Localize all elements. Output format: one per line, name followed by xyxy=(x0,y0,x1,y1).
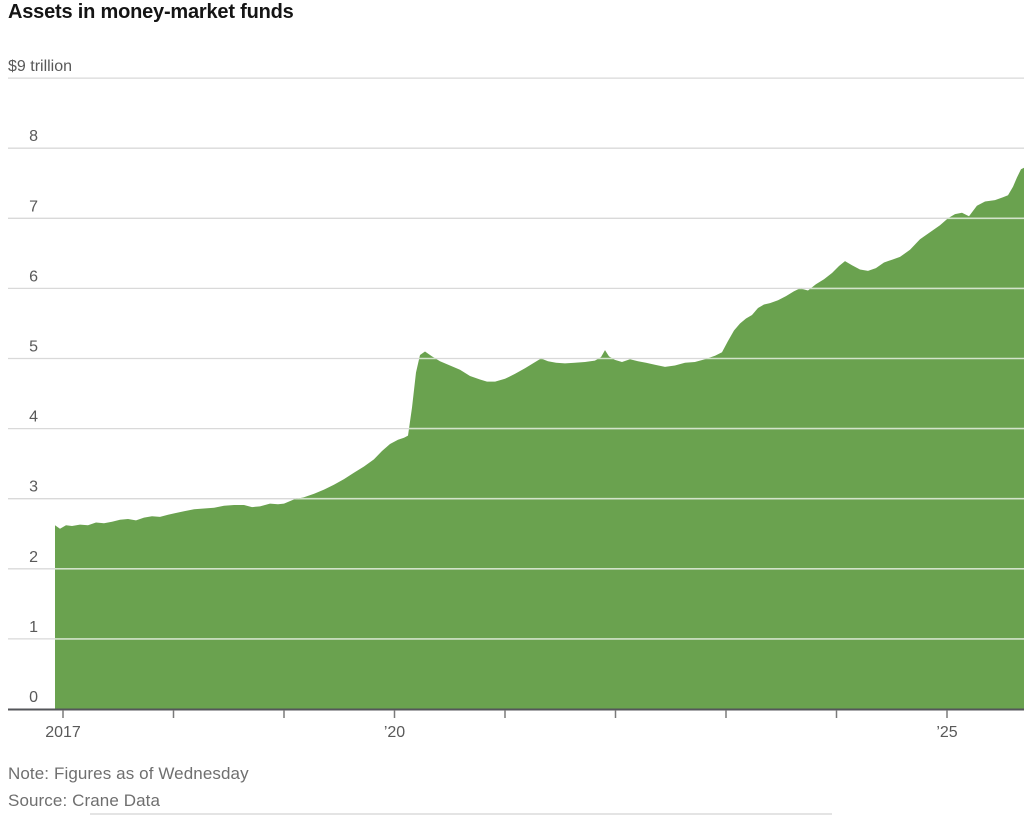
y-axis-top-label: $9 trillion xyxy=(8,58,72,75)
chart-title: Assets in money-market funds xyxy=(8,1,294,23)
x-axis-label-2020: ’20 xyxy=(384,724,405,741)
y-axis-label-6: 6 xyxy=(29,268,38,285)
area-series xyxy=(55,167,1024,710)
y-axis-label-5: 5 xyxy=(29,339,38,356)
bottom-divider xyxy=(90,813,832,815)
y-axis-label-0: 0 xyxy=(29,689,38,706)
x-axis-label-2017: 2017 xyxy=(45,724,81,741)
y-axis-label-2: 2 xyxy=(29,549,38,566)
chart-source: Source: Crane Data xyxy=(8,791,161,810)
chart-note: Note: Figures as of Wednesday xyxy=(8,764,249,783)
x-axis-label-2025: ’25 xyxy=(936,724,957,741)
y-axis-label-8: 8 xyxy=(29,128,38,145)
y-axis-label-3: 3 xyxy=(29,479,38,496)
y-axis-label-4: 4 xyxy=(29,409,38,426)
y-axis-label-1: 1 xyxy=(29,619,38,636)
y-axis-label-7: 7 xyxy=(29,198,38,215)
